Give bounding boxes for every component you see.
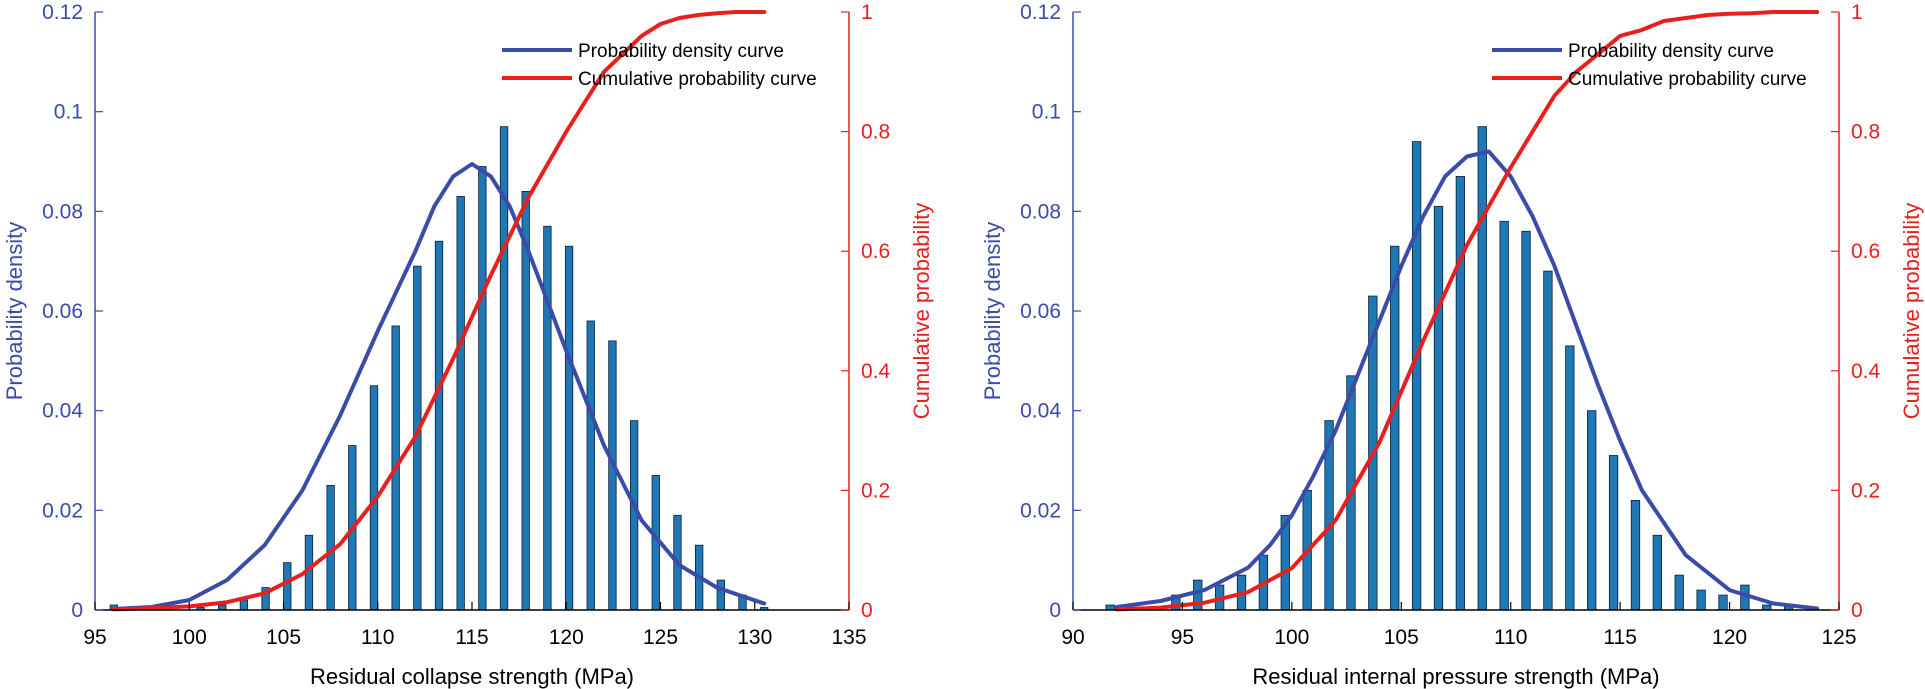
histogram-bar [586, 320, 595, 611]
legend-label: Probability density curve [578, 41, 784, 62]
x-tick-label: 100 [1274, 626, 1309, 649]
histogram-bar [1499, 220, 1509, 611]
histogram-bar [1630, 499, 1641, 611]
histogram-bar [1477, 126, 1487, 611]
left-y-tick-label: 0.1 [1032, 101, 1061, 124]
right-y-tick-label: 0.6 [861, 240, 890, 263]
left-y-tick-label: 0.02 [42, 499, 83, 522]
histogram-bars [1105, 126, 1794, 611]
left-y-tick-label: 0 [1049, 599, 1061, 622]
x-tick-label: 100 [172, 626, 207, 649]
left-y-tick-label: 0.12 [42, 1, 83, 24]
right-y-tick-label: 0.8 [1851, 121, 1880, 144]
histogram-bar [1696, 589, 1706, 611]
x-tick-label: 95 [1171, 626, 1194, 649]
histogram-bar [1565, 345, 1575, 611]
left-chart-panel: 95 100 105 110 115 120 125 130 135 0 0.02 0.04 0.06 0… [2, 1, 934, 689]
left-y-tick-label: 0.06 [1020, 300, 1061, 323]
histogram-bar [1455, 176, 1466, 611]
right-y-tick-label: 0.4 [1851, 360, 1881, 383]
histogram-bar [1433, 205, 1444, 611]
right-y-tick-label: 0 [861, 599, 873, 622]
left-y-axis-label: Probability density [2, 222, 27, 401]
density-curve [1114, 149, 1820, 611]
left-y-tick-label: 0.06 [42, 300, 83, 323]
right-y-tick-label: 0.6 [1851, 240, 1880, 263]
histogram-bar [629, 420, 639, 611]
left-y-tick-label: 0.12 [1020, 1, 1061, 24]
left-y-tick-label: 0.1 [54, 101, 83, 124]
histogram-bar [716, 579, 725, 611]
x-tick-label: 110 [1494, 626, 1527, 649]
histogram-bar [564, 245, 574, 611]
histogram-bar [543, 225, 552, 611]
right-y-tick-label: 0.2 [861, 479, 890, 502]
left-y-axis-label: Probability density [980, 222, 1005, 401]
right-y-axis-label: Cumulative probability [909, 203, 934, 419]
histogram-bar [1608, 455, 1619, 611]
histogram-bar [1411, 141, 1422, 611]
right-chart-panel: 90 95 100 105 110 115 120 125 0 0.02 0.04 0.06 0.08 0… [980, 1, 1924, 689]
histogram-bar [1521, 230, 1531, 611]
histogram-bar [478, 166, 487, 611]
legend: Probability density curve Cumulative prob… [1492, 41, 1807, 90]
right-y-tick-label: 0 [1851, 599, 1863, 622]
x-axis-label: Residual collapse strength (MPa) [310, 664, 634, 689]
histogram-bar [1718, 594, 1728, 611]
right-y-tick-label: 0.8 [861, 121, 890, 144]
left-y-tick-label: 0.08 [42, 200, 83, 223]
legend: Probability density curve Cumulative prob… [502, 41, 817, 90]
legend-label: Cumulative probability curve [578, 69, 817, 90]
histogram-bar [1543, 270, 1553, 611]
histogram-bar [1390, 245, 1400, 611]
left-y-tick-label: 0 [71, 599, 83, 622]
histogram-bar [283, 562, 292, 611]
x-tick-label: 125 [643, 626, 678, 649]
x-tick-label: 130 [737, 626, 772, 649]
histogram-bar [1652, 534, 1662, 611]
x-tick-label: 125 [1821, 626, 1856, 649]
x-axis-label: Residual internal pressure strength (MPa… [1252, 664, 1659, 689]
x-tick-label: 135 [831, 626, 866, 649]
cumulative-curve [1114, 10, 1820, 612]
right-y-tick-label: 1 [1851, 1, 1863, 24]
histogram-bar [456, 195, 465, 611]
right-y-tick-label: 0.4 [861, 360, 891, 383]
x-tick-label: 120 [1712, 626, 1747, 649]
x-tick-label: 105 [266, 626, 301, 649]
x-tick-label: 90 [1061, 626, 1084, 649]
histogram-bar [1674, 574, 1684, 611]
histogram-bar [608, 340, 617, 611]
legend-label: Probability density curve [1568, 41, 1774, 62]
histogram-bar [1587, 410, 1597, 611]
right-y-axis-label: Cumulative probability [1899, 203, 1924, 419]
right-y-tick-label: 1 [861, 1, 873, 24]
histogram-bar [434, 240, 444, 611]
left-y-tick-label: 0.08 [1020, 200, 1061, 223]
right-y-tick-label: 0.2 [1851, 479, 1880, 502]
x-tick-label: 95 [83, 626, 106, 649]
x-tick-label: 110 [361, 626, 394, 649]
x-tick-label: 115 [1603, 626, 1636, 649]
left-y-tick-label: 0.04 [42, 400, 83, 423]
x-tick-label: 115 [455, 626, 488, 649]
left-y-tick-label: 0.04 [1020, 400, 1061, 423]
x-tick-label: 120 [549, 626, 584, 649]
density-curve [111, 162, 767, 611]
cumulative-curve [111, 10, 767, 612]
histogram-bar [239, 599, 249, 611]
legend-label: Cumulative probability curve [1568, 69, 1807, 90]
left-y-tick-label: 0.02 [1020, 499, 1061, 522]
x-tick-label: 105 [1384, 626, 1419, 649]
